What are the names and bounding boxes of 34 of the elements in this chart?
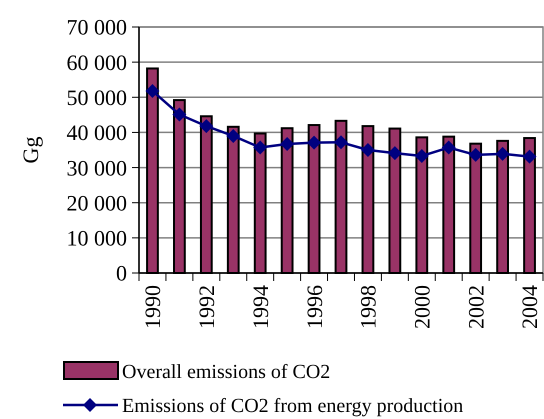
- y-tick-label: 20 000: [66, 190, 127, 216]
- x-tick-label: 1994: [248, 285, 273, 329]
- y-tick-label: 30 000: [66, 155, 127, 180]
- point: [172, 108, 186, 122]
- point: [388, 146, 402, 160]
- y-tick-label: 70 000: [66, 14, 127, 40]
- point: [442, 140, 456, 155]
- y-tick-label: 60 000: [66, 50, 127, 75]
- point: [280, 137, 294, 152]
- point: [496, 146, 510, 161]
- x-tick-label: 1992: [194, 285, 220, 329]
- legend-label: Overall emissions of CO2: [122, 361, 330, 383]
- point: [334, 135, 348, 150]
- point: [253, 140, 268, 155]
- y-tick-label: 10 000: [66, 226, 127, 251]
- point: [226, 128, 240, 143]
- y-axis-title: Gg: [18, 136, 43, 164]
- y-tick-label: 40 000: [66, 120, 127, 146]
- point: [145, 84, 160, 98]
- x-tick-label: 1996: [302, 285, 327, 329]
- x-tick-label: 2000: [410, 285, 434, 329]
- x-tick-label: 2002: [463, 285, 488, 329]
- x-tick-label: 1998: [356, 285, 381, 329]
- point: [414, 148, 429, 163]
- x-tick-label: 2004: [517, 285, 542, 329]
- point: [307, 136, 322, 150]
- y-tick-label: 0: [116, 260, 127, 286]
- point: [522, 150, 537, 164]
- x-tick-label: 1990: [140, 285, 166, 329]
- point: [199, 119, 214, 134]
- y-tick-label: 50 000: [66, 84, 127, 110]
- legend-label: Emissions of CO2 from energy production: [122, 395, 464, 417]
- point: [468, 148, 483, 162]
- point: [360, 143, 375, 157]
